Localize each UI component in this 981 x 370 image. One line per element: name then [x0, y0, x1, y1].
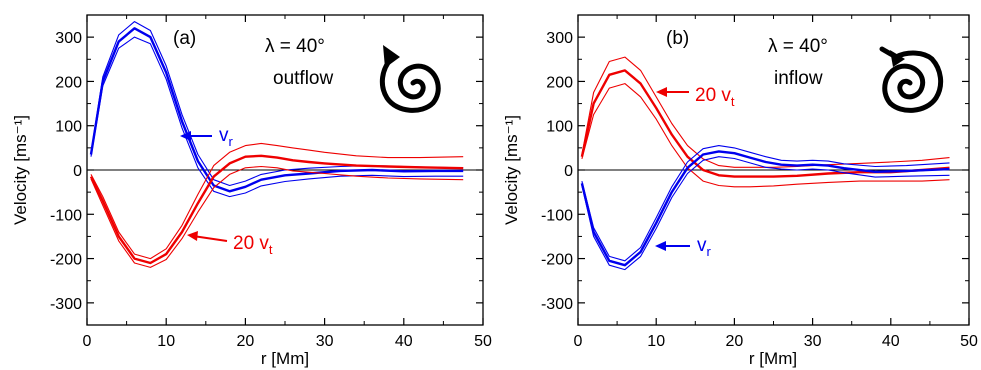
panel-b-series-vt-upper-bound — [581, 56, 950, 168]
x-tick-label: 50 — [474, 333, 492, 350]
panel-b-x-ticks: 0 10 20 30 40 50 — [574, 15, 978, 350]
panel-b: -300 -200 -100 0 100 200 300 0 10 20 30 40 50 (b) λ… — [502, 14, 978, 368]
panel-b-y-ticks: -300 -200 -100 0 100 200 300 — [541, 14, 969, 326]
panel-b-vr-label-main: v — [697, 235, 707, 256]
svg-text:20 vt: 20 vt — [233, 233, 273, 257]
panel-b-vr-label-sub: r — [707, 244, 712, 259]
panel-b-vt-label: 20 vt — [656, 85, 735, 109]
panel-b-series-vr-lower-bound — [581, 156, 950, 271]
panel-a-series — [89, 21, 464, 268]
panel-b-series-vt-line — [580, 69, 950, 178]
panel-b-y-axis-label: Velocity [ms⁻¹] — [502, 115, 521, 225]
panel-a-series-vr-lower-bound — [90, 36, 464, 198]
y-tick-label: 0 — [73, 163, 82, 180]
svg-text:vr: vr — [219, 125, 234, 149]
y-tick-label: -300 — [50, 296, 82, 313]
svg-text:vr: vr — [697, 235, 712, 259]
y-tick-label: -300 — [541, 296, 573, 313]
panel-a: -300 -200 -100 0 100 200 300 0 10 20 30 40 50 (a) λ… — [11, 14, 492, 368]
panel-b-vt-label-main: 20 v — [695, 85, 731, 106]
panel-a-annotation-flow: outflow — [273, 68, 333, 89]
y-tick-label: -200 — [541, 252, 573, 269]
panel-b-series-vt-lower-bound — [581, 83, 950, 188]
panel-a-y-axis-label: Velocity [ms⁻¹] — [11, 115, 30, 225]
x-tick-label: 30 — [316, 333, 334, 350]
panel-a-vr-label-main: v — [219, 125, 229, 146]
panel-b-vr-label: vr — [655, 235, 712, 259]
y-tick-label: -100 — [50, 207, 82, 224]
panel-b-annotation-flow: inflow — [774, 68, 823, 89]
y-tick-label: -100 — [541, 207, 573, 224]
panel-b-series-vr-line — [580, 150, 950, 267]
x-tick-label: 50 — [960, 333, 978, 350]
y-tick-label: 200 — [546, 74, 573, 91]
y-tick-label: 100 — [546, 119, 573, 136]
panel-a-vt-label-main: 20 v — [233, 233, 269, 254]
x-tick-label: 20 — [237, 333, 255, 350]
panel-a-series-vr-line — [89, 27, 464, 193]
y-tick-label: 200 — [55, 74, 82, 91]
panel-a-vr-label: vr — [180, 125, 234, 149]
x-tick-label: 0 — [574, 333, 583, 350]
panel-a-vt-label-sub: t — [269, 242, 273, 257]
panel-b-label: (b) — [666, 28, 689, 49]
panel-b-annotation-lambda: λ = 40° — [768, 36, 828, 57]
y-tick-label: -200 — [50, 252, 82, 269]
panel-b-x-axis-label: r [Mm] — [749, 349, 797, 368]
x-tick-label: 0 — [83, 333, 92, 350]
panel-a-annotation-lambda: λ = 40° — [265, 36, 325, 57]
x-tick-label: 10 — [157, 333, 175, 350]
panel-a-frame — [86, 14, 484, 326]
spiral-clockwise-outward-arrow-icon — [379, 45, 441, 113]
y-tick-label: 300 — [55, 30, 82, 47]
x-tick-label: 40 — [395, 333, 413, 350]
panel-a-x-axis-label: r [Mm] — [261, 349, 309, 368]
panel-a-series-vt-lower-bound — [90, 165, 464, 268]
panel-b-series — [580, 56, 950, 271]
y-tick-label: 0 — [564, 163, 573, 180]
panel-b-vt-label-sub: t — [731, 94, 735, 109]
panel-b-series-vr-upper-bound — [581, 145, 950, 262]
panel-a-series-vt-line — [89, 154, 464, 265]
x-tick-label: 20 — [726, 333, 744, 350]
x-tick-label: 40 — [882, 333, 900, 350]
spiral-counterclockwise-inward-arrow-icon — [879, 46, 944, 113]
panel-b-frame — [577, 14, 970, 326]
x-tick-label: 30 — [804, 333, 822, 350]
x-tick-label: 10 — [647, 333, 665, 350]
y-tick-label: 300 — [546, 30, 573, 47]
panel-a-vr-label-sub: r — [229, 134, 234, 149]
panel-a-series-vt-upper-bound — [90, 142, 464, 260]
y-tick-label: 100 — [55, 119, 82, 136]
panel-a-label: (a) — [173, 28, 196, 49]
panel-a-x-ticks: 0 10 20 30 40 50 — [83, 15, 492, 350]
svg-text:20 vt: 20 vt — [695, 85, 735, 109]
panel-a-vt-label: 20 vt — [187, 231, 273, 257]
